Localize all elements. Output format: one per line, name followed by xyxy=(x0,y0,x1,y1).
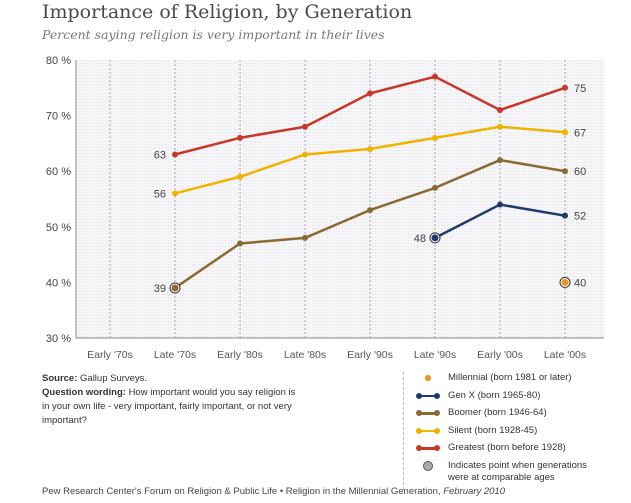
legend-label: Indicates point when generations were at… xyxy=(448,459,587,483)
chart-title: Importance of Religion, by Generation xyxy=(42,1,413,23)
data-label: 48 xyxy=(414,233,426,245)
x-tick-label: Late '00s xyxy=(544,349,586,361)
data-point xyxy=(302,151,308,158)
legend-item-comparable-ages: Indicates point when generations were at… xyxy=(416,460,598,490)
data-point xyxy=(431,234,439,242)
legend-label: Millennial (born 1981 or later) xyxy=(448,372,572,383)
data-point xyxy=(367,145,373,152)
data-label: 39 xyxy=(154,283,166,295)
data-point xyxy=(237,173,243,180)
data-point xyxy=(172,151,178,158)
legend-label: Gen X (born 1965-80) xyxy=(448,389,541,401)
legend-label: Boomer (born 1946-64) xyxy=(448,407,547,418)
data-point xyxy=(497,123,503,130)
legend-label: Silent (born 1928-45) xyxy=(448,424,538,436)
x-tick-label: Early '70s xyxy=(87,349,133,361)
data-label: 56 xyxy=(154,188,166,200)
data-point xyxy=(562,168,568,175)
source-text: Gallup Surveys. xyxy=(80,373,148,384)
legend-swatch xyxy=(416,425,440,437)
x-tick-label: Early '80s xyxy=(217,349,263,361)
data-point xyxy=(237,134,243,141)
x-tick-label: Early '90s xyxy=(347,349,393,361)
y-tick-label: 50 % xyxy=(46,222,71,234)
legend: Millennial (born 1981 or later) Gen X (bo… xyxy=(403,372,598,490)
data-point xyxy=(561,278,569,286)
x-tick-label: Late '80s xyxy=(284,349,326,361)
legend-item: Silent (born 1928-45) xyxy=(416,425,598,443)
data-label: 67 xyxy=(574,127,586,139)
data-point xyxy=(432,73,438,80)
legend-item: Boomer (born 1946-64) xyxy=(416,407,598,425)
legend-swatch xyxy=(416,390,440,402)
data-point xyxy=(302,234,308,241)
data-label: 63 xyxy=(154,150,166,162)
data-label: 52 xyxy=(574,211,586,223)
legend-item: Greatest (born before 1928) xyxy=(416,442,598,460)
legend-swatch xyxy=(416,407,440,419)
legend-item: Gen X (born 1965-80) xyxy=(416,390,598,408)
y-tick-label: 70 % xyxy=(46,111,71,123)
question-text: How important would you say religion is … xyxy=(42,387,296,426)
footer: Pew Research Center's Forum on Religion … xyxy=(42,486,505,497)
chart-notes: Source: Gallup Surveys. Question wording… xyxy=(42,372,302,428)
data-point xyxy=(172,190,178,197)
data-point xyxy=(497,157,503,164)
data-label: 75 xyxy=(574,83,586,95)
question-label: Question wording: xyxy=(42,387,126,398)
chart-subtitle: Percent saying religion is very importan… xyxy=(42,27,385,42)
footer-text: Pew Research Center's Forum on Religion … xyxy=(42,486,441,497)
data-point xyxy=(432,184,438,191)
circled-point-icon xyxy=(416,460,440,472)
data-label: 60 xyxy=(574,166,586,178)
y-tick-label: 40 % xyxy=(46,277,71,289)
data-point xyxy=(562,129,568,136)
data-point xyxy=(562,84,568,91)
y-tick-label: 30 % xyxy=(46,333,71,345)
data-point xyxy=(497,107,503,114)
x-tick-label: Late '90s xyxy=(414,349,456,361)
y-tick-label: 80 % xyxy=(46,55,71,67)
x-tick-label: Late '70s xyxy=(154,349,196,361)
x-tick-label: Early '00s xyxy=(477,349,523,361)
footer-date: February 2010 xyxy=(443,486,505,497)
plot-background xyxy=(76,60,604,338)
legend-item: Millennial (born 1981 or later) xyxy=(416,372,598,390)
data-point xyxy=(171,284,179,292)
legend-label: Greatest (born before 1928) xyxy=(448,442,566,453)
legend-swatch xyxy=(416,372,440,384)
data-point xyxy=(367,207,373,214)
data-point xyxy=(432,134,438,141)
data-point xyxy=(367,90,373,97)
data-point xyxy=(562,212,568,219)
data-label: 40 xyxy=(574,277,586,289)
data-point xyxy=(497,201,503,208)
line-chart: Early '70s Late '70s Early '80s Late '80s Ea… xyxy=(46,55,604,361)
y-tick-label: 60 % xyxy=(46,166,71,178)
source-label: Source: xyxy=(42,373,78,384)
data-point xyxy=(302,123,308,130)
legend-swatch xyxy=(416,442,440,454)
data-point xyxy=(237,240,243,247)
